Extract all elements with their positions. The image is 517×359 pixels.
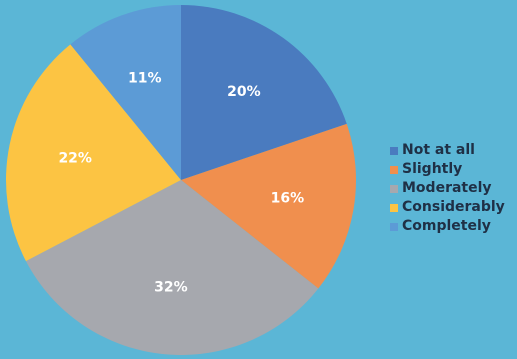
legend-item: Moderately [390, 178, 505, 197]
legend-swatch [390, 222, 398, 231]
slice-value-label: 32% [154, 280, 188, 296]
legend-label: Not at all [402, 141, 475, 158]
legend-item: Completely [390, 216, 505, 235]
legend-swatch [390, 165, 398, 174]
pie-slice [6, 44, 182, 262]
pie-chart: 20% 16% 32% 22% 11% [6, 5, 356, 355]
pie-slice [181, 123, 356, 289]
legend-item: Considerably [390, 197, 505, 216]
chart-legend: Not at all Slightly Moderately Considerably… [390, 140, 505, 235]
legend-item: Slightly [390, 159, 505, 178]
legend-label: Considerably [402, 198, 505, 215]
pie-slice [181, 5, 347, 180]
legend-label: Completely [402, 217, 491, 234]
legend-swatch [390, 203, 398, 212]
slice-value-label: 22% [58, 150, 92, 166]
legend-item: Not at all [390, 140, 505, 159]
slice-value-label: 11% [128, 70, 162, 86]
legend-swatch [390, 146, 398, 155]
slice-value-label: 20% [227, 84, 261, 100]
pie-slice [25, 180, 319, 355]
pie-slice [70, 5, 181, 180]
legend-swatch [390, 184, 398, 193]
legend-label: Moderately [402, 179, 492, 196]
slice-value-label: 16% [271, 190, 305, 206]
legend-label: Slightly [402, 160, 463, 177]
